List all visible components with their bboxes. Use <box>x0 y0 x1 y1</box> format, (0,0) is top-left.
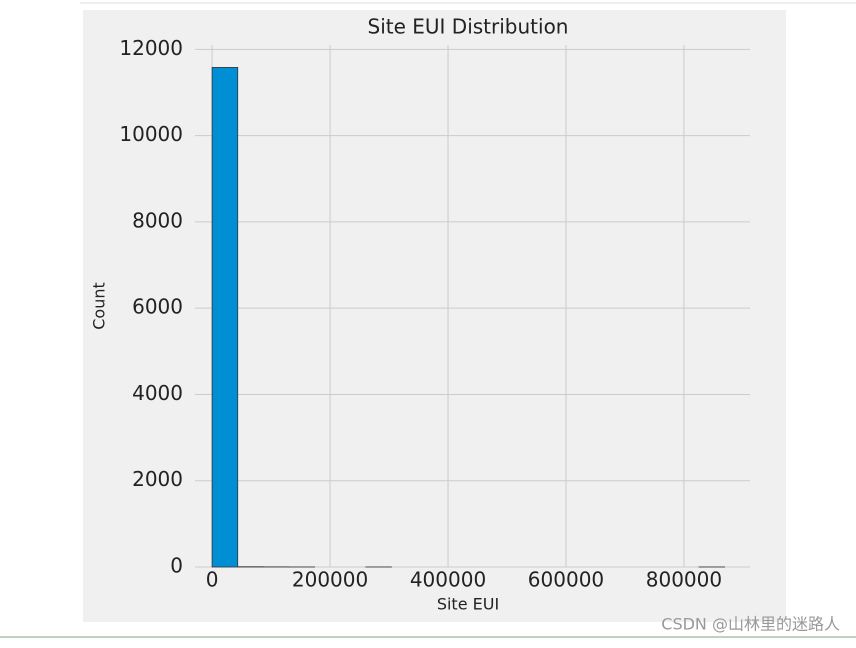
y-tick-label: 8000 <box>132 208 183 232</box>
x-tick-label: 0 <box>206 568 219 592</box>
y-tick-label: 0 <box>170 554 183 578</box>
y-tick-label: 10000 <box>119 122 183 146</box>
x-tick-label: 800000 <box>646 568 722 592</box>
y-tick-label: 2000 <box>132 467 183 491</box>
y-tick-label: 4000 <box>132 381 183 405</box>
figure-background <box>83 10 786 622</box>
y-tick-label: 12000 <box>119 36 183 60</box>
x-tick-label: 400000 <box>410 568 486 592</box>
y-tick-label: 6000 <box>132 295 183 319</box>
x-tick-label: 600000 <box>528 568 604 592</box>
bar <box>212 67 238 567</box>
chart-title: Site EUI Distribution <box>368 15 569 39</box>
y-axis-label: Count <box>90 282 109 330</box>
watermark: CSDN @山林里的迷路人 <box>661 615 840 634</box>
x-axis-label: Site EUI <box>437 595 499 614</box>
x-tick-label: 200000 <box>292 568 368 592</box>
